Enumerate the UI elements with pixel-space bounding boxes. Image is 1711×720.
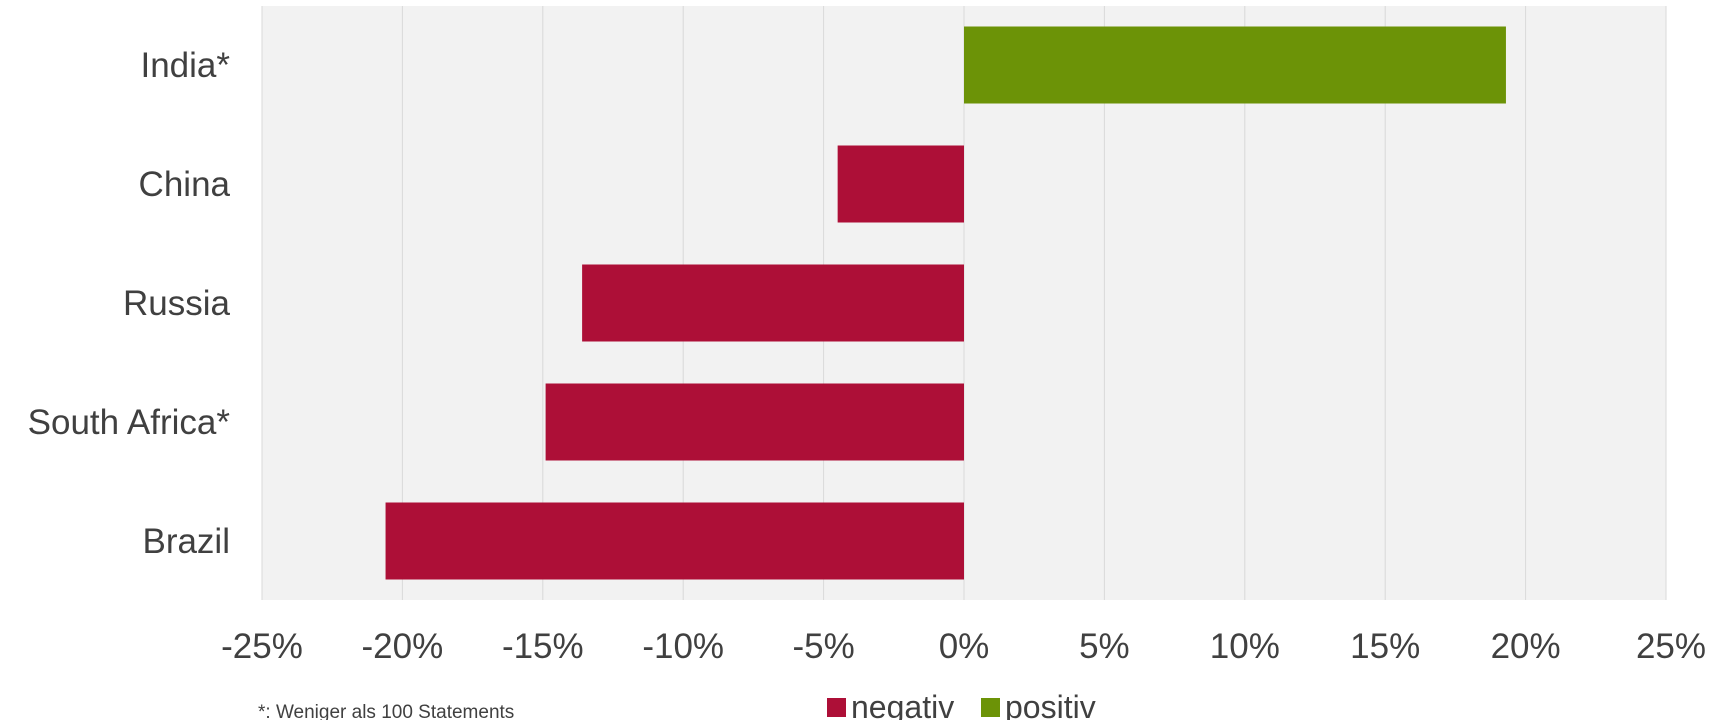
x-tick-label-6: 5% [1079,627,1130,666]
x-tick-label-2: -15% [502,627,584,666]
gridlines [261,6,1667,600]
category-label-2: Russia [123,284,231,323]
legend: negativ positiv [827,689,1096,720]
category-labels: India* China Russia South Africa* Brazil [28,46,231,561]
x-tick-label-4: -5% [792,627,854,666]
bars [385,26,1506,580]
legend-label-positiv: positiv [1005,689,1096,720]
category-label-4: Brazil [142,522,230,561]
category-label-1: China [139,165,231,204]
legend-swatch-positiv [981,698,1000,717]
legend-swatch-negativ [827,698,846,717]
x-tick-label-7: 10% [1210,627,1280,666]
bar-0 [964,26,1506,104]
x-tick-label-1: -20% [362,627,444,666]
bar-2 [582,264,964,342]
x-tick-label-9: 20% [1491,627,1561,666]
x-tick-label-5: 0% [939,627,990,666]
category-label-3: South Africa* [28,403,231,442]
x-tick-labels: -25% -20% -15% -10% -5% 0% 5% 10% 15% 20% 25% [221,627,1706,666]
x-tick-label-8: 15% [1350,627,1420,666]
legend-label-negativ: negativ [851,689,954,720]
x-tick-label-0: -25% [221,627,303,666]
x-tick-label-3: -10% [642,627,724,666]
bar-1 [837,145,964,223]
category-label-0: India* [140,46,230,85]
bar-4 [385,502,964,580]
bar-3 [545,383,964,461]
footnote: *: Weniger als 100 Statements [258,702,514,720]
x-tick-label-10: 25% [1636,627,1706,666]
